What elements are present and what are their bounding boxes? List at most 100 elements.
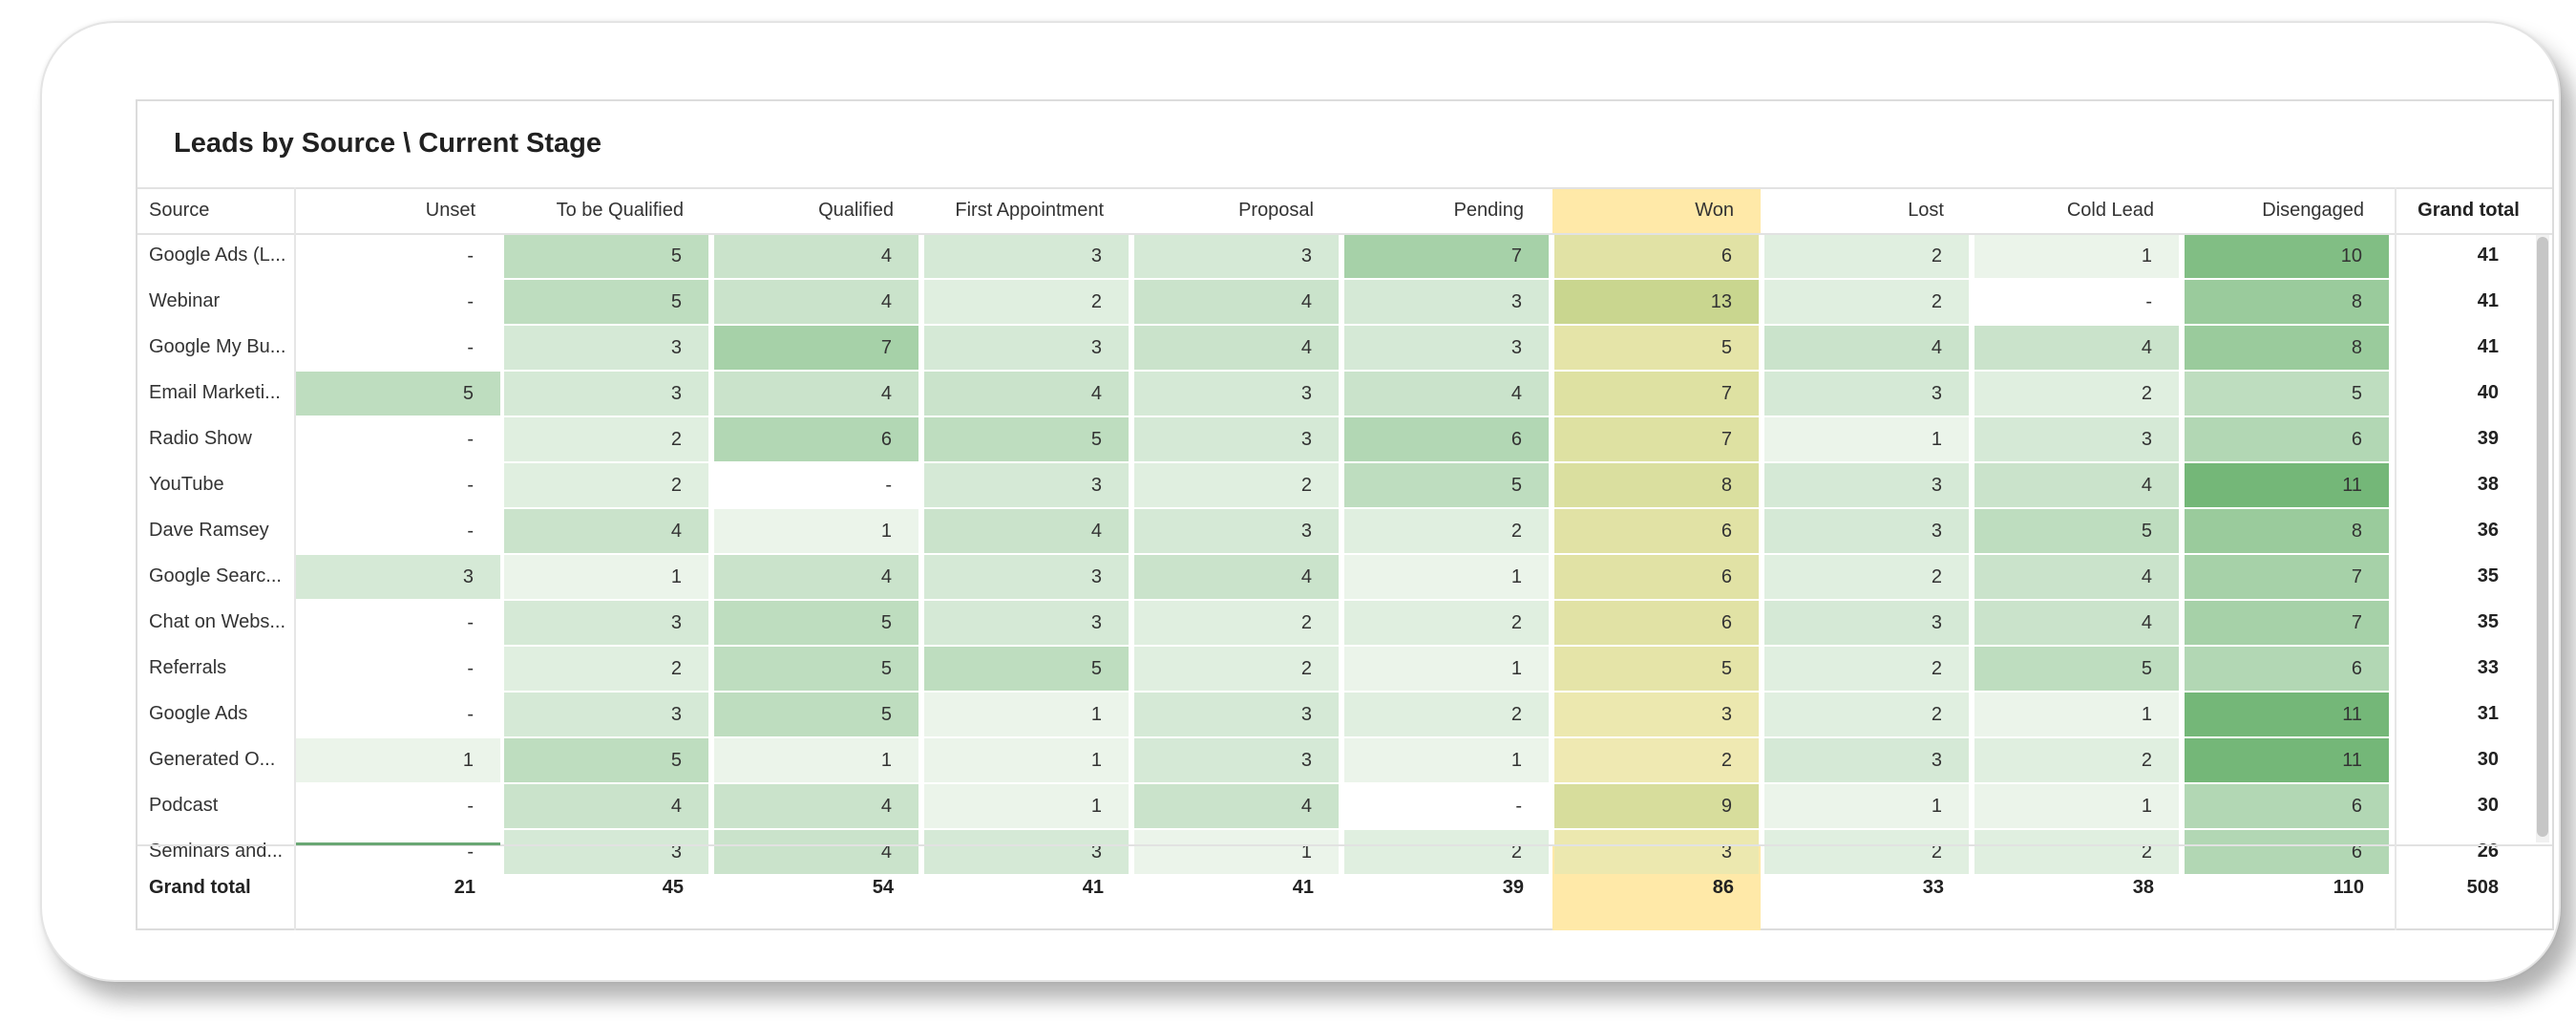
table-cell: 3 [1344,280,1549,324]
table-cell: - [467,475,474,496]
table-cell: 8 [2185,326,2389,370]
column-header-pending[interactable]: Pending [1453,200,1524,221]
column-header-to-be-qualified[interactable]: To be Qualified [556,200,684,221]
table-cell: 4 [1134,784,1339,828]
column-header-grand-total[interactable]: Grand total [2418,200,2520,221]
table-cell: 3 [1974,417,2179,461]
table-cell: 4 [1974,601,2179,645]
table-cell: 5 [504,234,708,278]
table-row-source-label: Webinar [149,290,221,311]
table-cell: 3 [924,830,1129,874]
column-header-qualified[interactable]: Qualified [818,200,894,221]
grand-total-cell: 45 [662,877,684,898]
table-cell: 2 [1764,647,1969,691]
table-cell: 6 [1554,601,1759,645]
table-cell: - [467,337,474,358]
table-cell: 5 [1554,326,1759,370]
table-cell: 4 [1134,280,1339,324]
table-cell: 7 [714,326,918,370]
column-header-disengaged[interactable]: Disengaged [2262,200,2364,221]
grand-total-cell: 39 [1502,877,1524,898]
pivot-table: Source Unset To be Qualified Qualified First… [137,187,2552,930]
column-header-source[interactable]: Source [149,200,210,221]
table-cell: 3 [504,372,708,416]
table-cell: 3 [1764,372,1969,416]
column-separator [294,187,296,930]
table-cell: 3 [924,234,1129,278]
table-cell: 1 [1974,693,2179,736]
table-row-total: 31 [2477,703,2499,724]
column-header-first-appointment[interactable]: First Appointment [955,200,1104,221]
table-cell: 1 [1134,830,1339,874]
table-cell: 1 [714,509,918,553]
table-cell: - [2145,291,2152,312]
table-cell: 10 [2185,234,2389,278]
table-cell: 11 [2185,693,2389,736]
table-row-total: 40 [2477,382,2499,403]
table-cell: 2 [504,417,708,461]
column-header-proposal[interactable]: Proposal [1238,200,1314,221]
table-cell: 4 [714,784,918,828]
table-cell: 3 [504,693,708,736]
table-cell: 2 [1764,830,1969,874]
grand-total-label: Grand total [149,877,251,898]
grand-total-cell: 110 [2333,877,2364,898]
table-cell: 4 [504,784,708,828]
table-cell: 5 [504,280,708,324]
table-cell: 5 [1974,647,2179,691]
table-cell: 1 [1344,738,1549,782]
table-cell: 6 [1554,509,1759,553]
table-top-border [137,187,2552,189]
table-cell: 2 [1974,372,2179,416]
column-header-cold-lead[interactable]: Cold Lead [2066,200,2154,221]
table-row-source-label: Radio Show [149,428,252,449]
table-cell: 3 [504,326,708,370]
table-cell: - [885,475,892,496]
table-cell: 4 [1134,326,1339,370]
table-cell: 13 [1554,280,1759,324]
table-cell: 2 [924,280,1129,324]
table-cell: 7 [1344,234,1549,278]
table-row-total: 30 [2477,749,2499,770]
table-cell: 7 [1554,372,1759,416]
table-cell: 8 [1554,463,1759,507]
table-cell: 2 [1764,555,1969,599]
table-cell: 7 [1554,417,1759,461]
table-cell: 1 [296,738,500,782]
table-cell: - [467,704,474,725]
column-header-unset[interactable]: Unset [425,200,475,221]
table-row-source-label: YouTube [149,474,224,495]
table-cell: 3 [1764,601,1969,645]
table-cell: 3 [1554,830,1759,874]
table-cell: 2 [1764,693,1969,736]
table-cell: 2 [1344,509,1549,553]
grand-total-cell: 41 [1082,877,1104,898]
table-row-source-label: Google Ads (L... [149,245,286,266]
column-header-lost[interactable]: Lost [1908,200,1944,221]
table-cell: 5 [1344,463,1549,507]
table-cell: 4 [714,372,918,416]
table-row-total: 35 [2477,565,2499,586]
table-cell: 1 [504,555,708,599]
table-cell: 5 [296,372,500,416]
table-title: Leads by Source \ Current Stage [174,128,602,159]
table-cell: 4 [714,830,918,874]
grand-total-cell: 54 [872,877,894,898]
vertical-scrollbar-thumb[interactable] [2537,237,2548,837]
table-row-total: 41 [2477,336,2499,357]
table-cell: 1 [1764,417,1969,461]
table-cell: 4 [504,509,708,553]
table-cell: 2 [1764,280,1969,324]
table-cell: 3 [504,601,708,645]
table-cell: 3 [924,326,1129,370]
table-row-total: 38 [2477,474,2499,495]
table-cell: 9 [1554,784,1759,828]
table-cell: 5 [714,601,918,645]
column-header-won[interactable]: Won [1695,200,1734,221]
table-cell: - [467,429,474,450]
table-cell: 8 [2185,509,2389,553]
table-cell: 1 [924,784,1129,828]
table-cell: 2 [1344,830,1549,874]
table-cell: 3 [924,555,1129,599]
table-cell: 1 [1344,555,1549,599]
